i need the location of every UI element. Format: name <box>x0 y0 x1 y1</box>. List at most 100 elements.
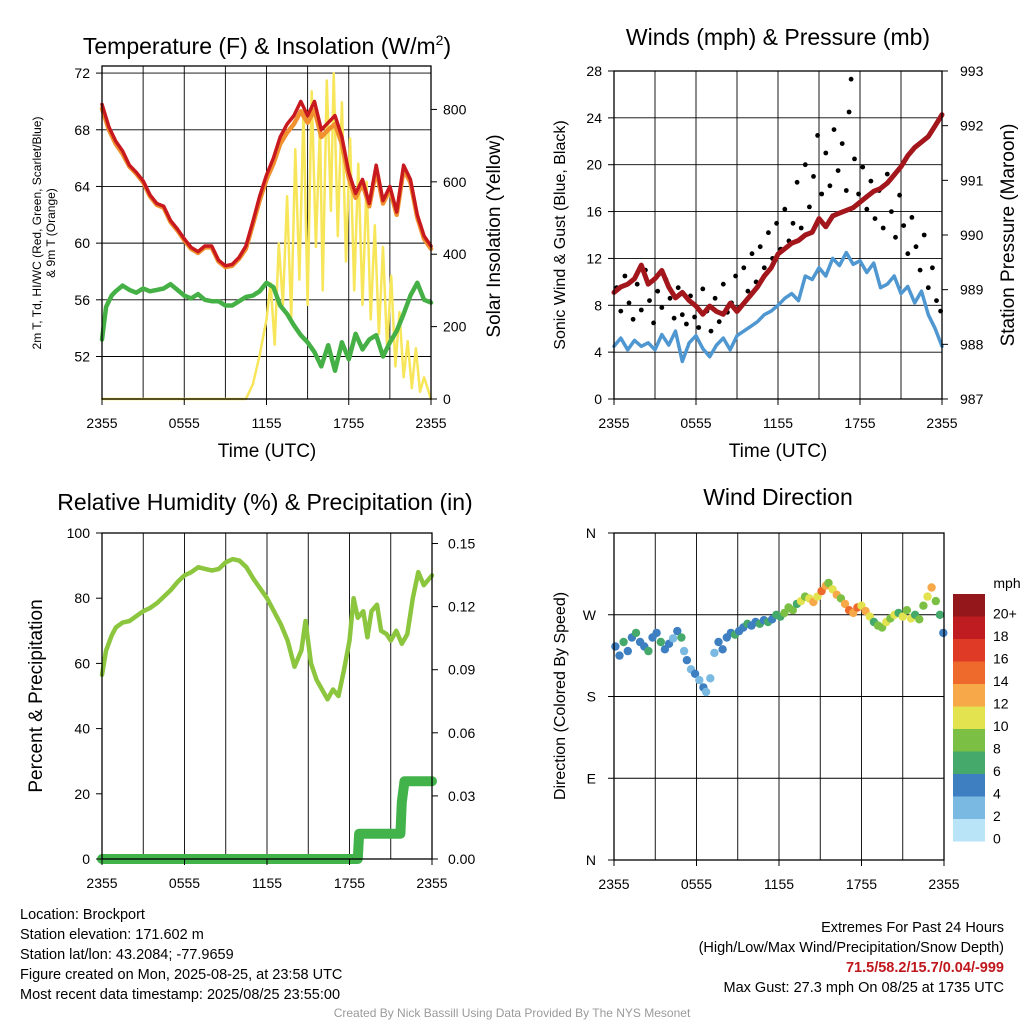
winds-title: Winds (mph) & Pressure (mb) <box>626 24 930 50</box>
insolation-ylabel: Solar Insolation (Yellow) <box>484 134 505 337</box>
legend-swatch <box>953 639 985 662</box>
gust-point <box>831 127 837 132</box>
y-right-tick-label: 0.06 <box>448 725 475 741</box>
direction-point <box>898 612 907 621</box>
y-tick-label: 56 <box>74 292 90 308</box>
direction-point <box>668 634 678 643</box>
humidity-ticks: 0 20 40 60 80 100 0.00 0.03 0.06 0.09 0.12 0.15 2355… <box>67 525 476 891</box>
x-tick-label: 2355 <box>416 875 447 891</box>
gust-point <box>651 320 656 326</box>
x-tick-label: 2355 <box>598 415 629 431</box>
humidity-ylabel: Percent & Precipitation <box>26 599 47 792</box>
gust-point <box>930 265 935 271</box>
gust-point <box>839 141 845 147</box>
legend-swatch <box>953 751 985 774</box>
winds-grid <box>614 70 942 400</box>
y-right-tick-label: 990 <box>960 227 984 243</box>
direction-point <box>714 637 723 647</box>
legend-swatch <box>953 774 985 797</box>
direction-point <box>927 583 936 592</box>
station-latlon: Station lat/lon: 43.2084; -77.9659 <box>20 947 234 963</box>
legend-swatch <box>953 616 985 639</box>
gust-point <box>843 188 849 193</box>
gust-point <box>659 305 665 310</box>
gust-point <box>622 273 628 279</box>
gust-point <box>848 76 854 82</box>
y-tick-label: 12 <box>586 250 602 266</box>
x-tick-label: 1155 <box>764 876 794 892</box>
x-tick-label: 0555 <box>169 415 200 431</box>
y-right-tick-label: 991 <box>960 172 984 188</box>
gust-point <box>655 288 661 294</box>
legend-swatch <box>953 706 985 729</box>
x-tick-label: 1155 <box>251 415 281 431</box>
y-tick-label: 60 <box>74 235 90 251</box>
y-tick-label: 72 <box>74 65 90 81</box>
gust-point <box>790 220 796 226</box>
gust-point <box>716 319 722 325</box>
legend-label: 12 <box>993 695 1009 711</box>
direction-point <box>682 656 692 665</box>
y-tick-label: 80 <box>74 590 90 606</box>
y-right-tick-label: 200 <box>443 319 467 335</box>
x-tick-label: 2355 <box>598 876 629 892</box>
y-right-tick-label: 400 <box>443 246 467 262</box>
temperature-title: Temperature (F) & Insolation (W/m2) <box>83 32 451 59</box>
winds-ticks: 0 4 8 12 16 20 24 28 987 988 989 990 991 992 993 2355 05… <box>586 63 983 431</box>
temperature-xlabel: Time (UTC) <box>218 441 317 462</box>
gust-point <box>860 164 866 170</box>
gust-point <box>708 328 714 334</box>
direction-point <box>706 674 715 683</box>
gust-point <box>815 133 820 138</box>
y-tick-label: 100 <box>67 525 91 541</box>
direction-point <box>701 687 711 697</box>
legend-label: 10 <box>993 718 1009 734</box>
direction-point <box>652 628 661 638</box>
dewpoint-line <box>99 280 434 373</box>
legend-swatch <box>953 796 985 819</box>
extremes-values: 71.5/58.2/15.7/0.04/-999 <box>845 960 1004 976</box>
gust-point <box>745 288 751 294</box>
gust-point <box>884 171 890 177</box>
x-tick-label: 2355 <box>928 876 959 892</box>
legend-label: 14 <box>993 673 1009 689</box>
y-tick-label: W <box>583 607 597 623</box>
direction-point <box>673 626 682 636</box>
legend-label: 16 <box>993 650 1009 666</box>
gust-point <box>893 234 898 240</box>
x-tick-label: 1755 <box>844 415 875 431</box>
y-tick-label: 0 <box>594 391 602 407</box>
direction-point <box>824 578 833 588</box>
y-right-tick-label: 988 <box>960 336 984 352</box>
direction-point <box>644 646 653 656</box>
winds-panel: Winds (mph) & Pressure (mb) 0 4 8 12 16 20 24 2… <box>552 24 1019 462</box>
y-tick-label: 40 <box>74 721 90 737</box>
y-tick-label: 16 <box>586 204 602 220</box>
gust-point <box>634 281 640 287</box>
direction-series <box>611 578 948 697</box>
x-tick-label: 1155 <box>763 415 793 431</box>
x-tick-label: 2355 <box>86 415 117 431</box>
y-right-tick-label: 0.03 <box>448 788 475 804</box>
direction-point <box>923 592 932 601</box>
direction-point <box>619 637 628 647</box>
legend-label: 6 <box>993 763 1001 779</box>
y-tick-label: 8 <box>594 297 602 313</box>
x-tick-label: 2355 <box>926 415 957 431</box>
gust-point <box>647 298 652 303</box>
y-right-tick-label: 0.09 <box>448 662 475 678</box>
y-tick-label: E <box>587 770 596 786</box>
gust-point <box>733 273 738 279</box>
direction-point <box>718 645 727 654</box>
credit-line: Created By Nick Bassill Using Data Provi… <box>333 1006 691 1020</box>
x-tick-label: 2355 <box>86 875 117 891</box>
y-tick-label: 28 <box>586 63 602 79</box>
x-tick-label: 2355 <box>415 415 446 431</box>
direction-ylabel: Direction (Colored By Speed) <box>552 592 569 800</box>
gust-point <box>872 216 878 222</box>
direction-point <box>615 651 624 660</box>
gust-point <box>675 285 681 291</box>
gust-point <box>846 109 852 115</box>
